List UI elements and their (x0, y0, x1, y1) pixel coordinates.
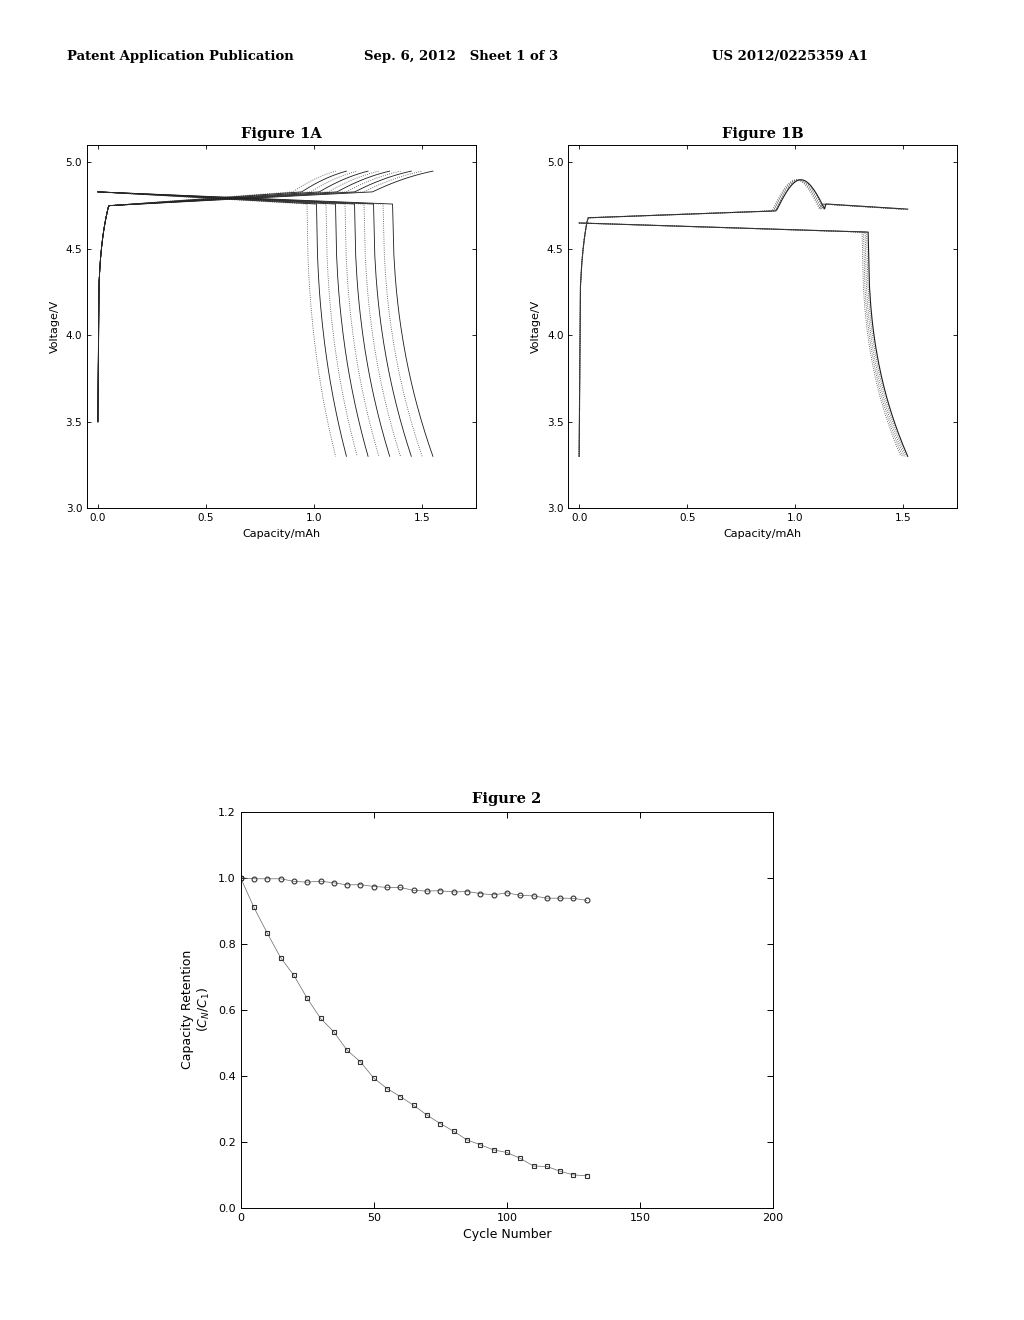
Title: Figure 1A: Figure 1A (242, 127, 322, 141)
X-axis label: Capacity/mAh: Capacity/mAh (243, 528, 321, 539)
Title: Figure 1B: Figure 1B (722, 127, 804, 141)
Y-axis label: Capacity Retention
$(C_N/C_1)$: Capacity Retention $(C_N/C_1)$ (181, 950, 212, 1069)
Text: US 2012/0225359 A1: US 2012/0225359 A1 (712, 50, 867, 63)
Title: Figure 2: Figure 2 (472, 792, 542, 807)
Text: Sep. 6, 2012   Sheet 1 of 3: Sep. 6, 2012 Sheet 1 of 3 (364, 50, 558, 63)
X-axis label: Capacity/mAh: Capacity/mAh (724, 528, 802, 539)
Y-axis label: Voltage/V: Voltage/V (531, 300, 542, 354)
Text: Patent Application Publication: Patent Application Publication (67, 50, 293, 63)
Y-axis label: Voltage/V: Voltage/V (50, 300, 60, 354)
X-axis label: Cycle Number: Cycle Number (463, 1228, 551, 1241)
